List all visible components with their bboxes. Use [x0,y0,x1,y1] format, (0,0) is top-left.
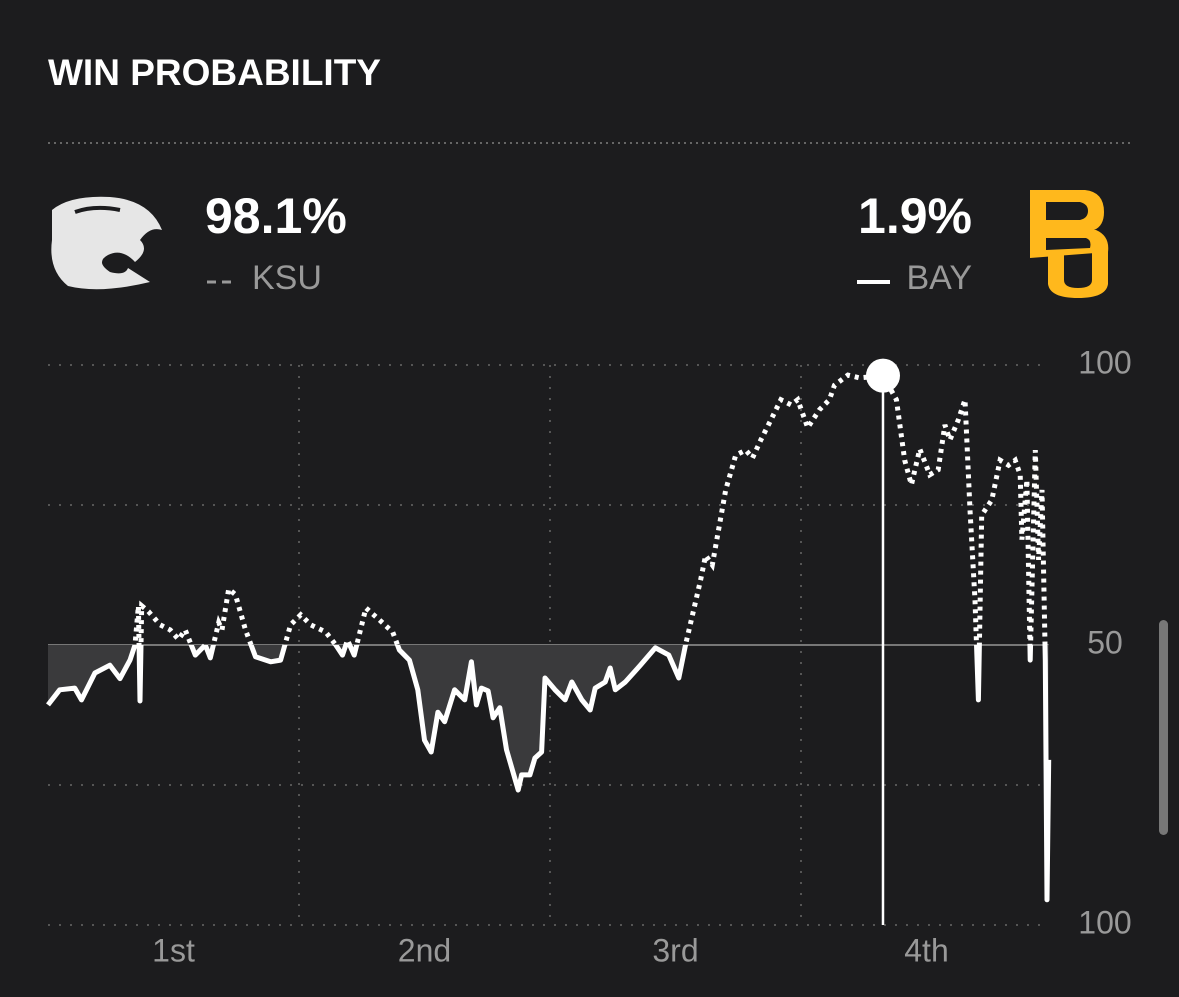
scrollbar[interactable] [1159,620,1168,835]
bay-logo [1030,190,1109,298]
bay-pct: 1.9% [858,188,972,244]
line-bay [46,645,1052,903]
ksu-name: KSU [252,259,322,297]
marker-dot [865,358,900,393]
plot: 100 50 100 1st 2nd 3rd 4th [46,344,1132,968]
y-tick-label: 50 [1087,624,1123,660]
ksu-logo [51,196,162,290]
y-tick-label: 100 [1078,344,1131,380]
x-tick-label: 2nd [398,932,451,968]
ksu-pct: 98.1% [205,188,347,244]
x-tick-label: 3rd [652,932,698,968]
y-tick-label: 100 [1078,904,1131,940]
x-tick-label: 1st [152,932,195,968]
title: WIN PROBABILITY [48,52,381,93]
line-ksu [132,372,1048,645]
bay-name: BAY [906,259,972,297]
x-tick-label: 4th [904,932,948,968]
